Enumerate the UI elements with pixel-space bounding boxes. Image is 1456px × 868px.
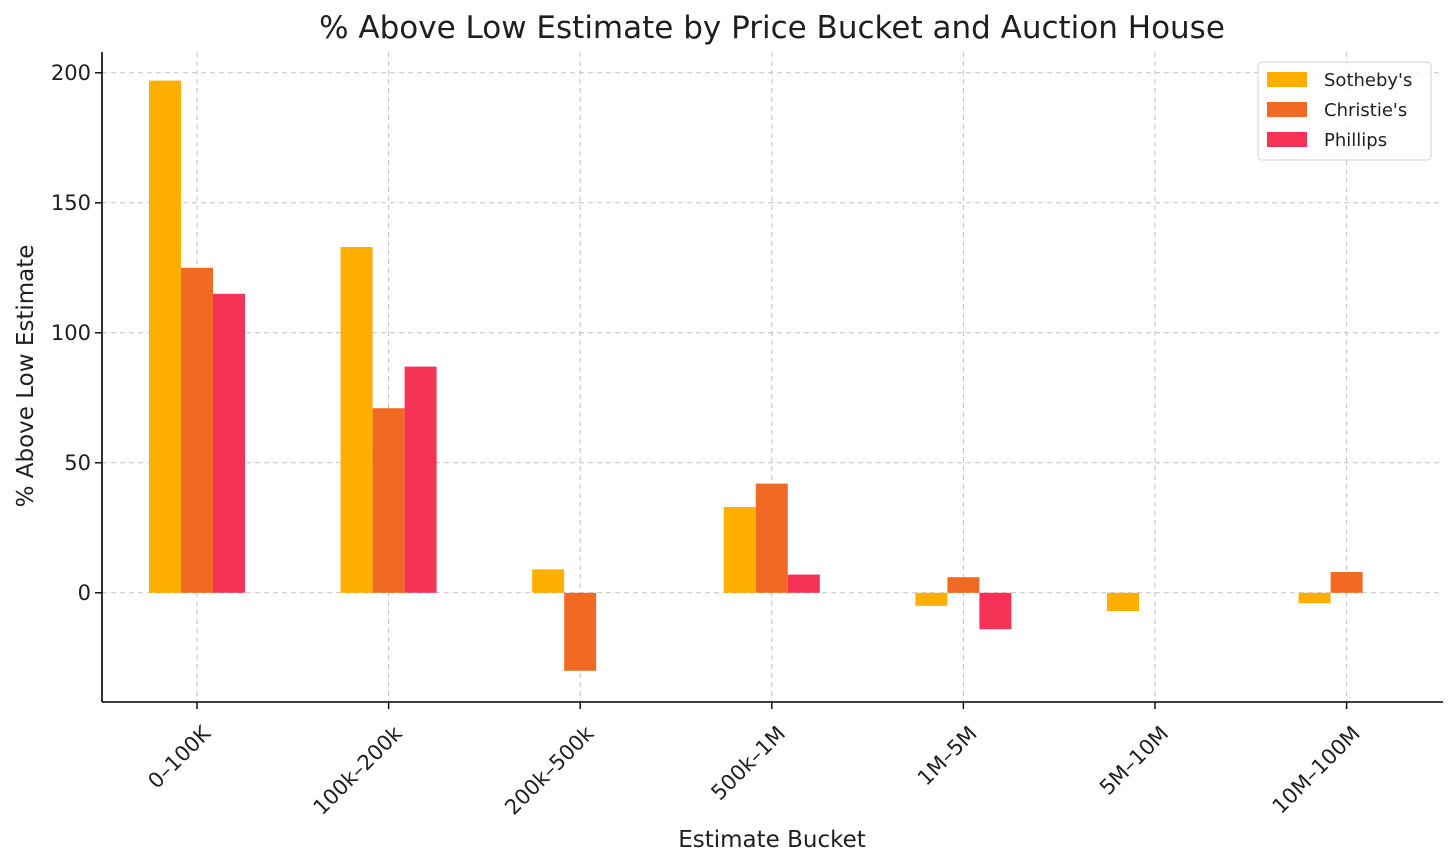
bar	[947, 577, 980, 593]
y-tick-label: 0	[78, 581, 91, 605]
axes	[101, 52, 1443, 703]
y-tick-label: 150	[51, 191, 91, 215]
y-tick-label: 100	[51, 321, 91, 345]
bar	[1298, 592, 1331, 604]
bar	[723, 507, 756, 593]
y-tick-label: 200	[51, 61, 91, 85]
x-tick-label: 200k–500k	[500, 721, 599, 820]
x-ticks: 0–100K 100k–200k 200k–500k 500k–1M 1M–5M 5M–1…	[143, 702, 1365, 820]
legend-swatch	[1267, 72, 1307, 87]
x-tick-label: 500k–1M	[706, 721, 790, 805]
x-tick-label: 1M–5M	[913, 721, 982, 790]
legend: Sotheby's Christie's Phillips	[1257, 61, 1432, 161]
bar	[564, 592, 597, 671]
bar	[1330, 572, 1363, 593]
bar	[1107, 592, 1139, 611]
legend-label: Sotheby's	[1324, 70, 1412, 91]
bar	[404, 366, 437, 593]
y-axis-label: % Above Low Estimate	[13, 245, 39, 508]
y-tick-label: 50	[64, 451, 91, 475]
x-tick-label: 10M–100M	[1268, 721, 1365, 818]
legend-label: Phillips	[1324, 130, 1387, 151]
bar	[532, 569, 565, 593]
bar	[340, 247, 373, 593]
bar	[979, 592, 1012, 630]
legend-swatch	[1267, 102, 1307, 117]
grid	[102, 52, 1443, 702]
x-tick-label: 0–100K	[143, 720, 216, 793]
x-tick-label: 5M–10M	[1095, 721, 1173, 799]
legend-swatch	[1267, 132, 1307, 147]
bar	[372, 408, 405, 593]
x-tick-label: 100k–200k	[309, 721, 408, 820]
bars	[149, 80, 1363, 671]
legend-label: Christie's	[1324, 100, 1407, 121]
chart-title: % Above Low Estimate by Price Bucket and…	[319, 10, 1225, 46]
bar	[915, 592, 948, 606]
bar	[213, 293, 245, 593]
x-axis-label: Estimate Bucket	[678, 827, 866, 853]
bar	[149, 80, 181, 593]
bar	[181, 267, 213, 593]
y-ticks: 0 50 100 150 200	[51, 61, 102, 605]
bar	[787, 574, 820, 593]
bar	[755, 483, 788, 593]
